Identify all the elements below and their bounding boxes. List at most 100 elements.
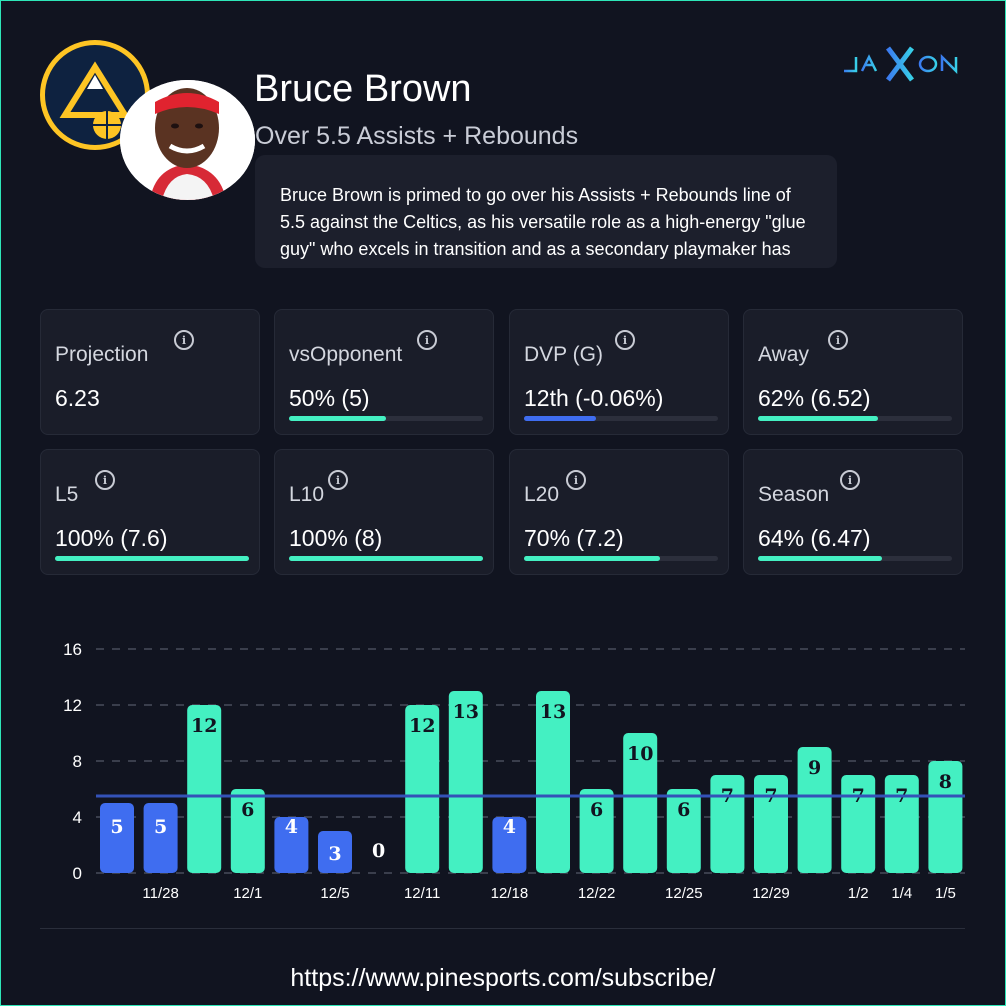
stat-progress-fill	[524, 416, 596, 421]
chart-bar	[187, 705, 222, 873]
analysis-box[interactable]: Bruce Brown is primed to go over his Ass…	[255, 155, 837, 268]
x-tick-label: 12/29	[752, 885, 790, 902]
x-tick-label: 12/5	[320, 885, 349, 902]
x-tick-label: 1/4	[891, 885, 912, 902]
stat-progress-fill	[524, 556, 660, 561]
analysis-text: Bruce Brown is primed to go over his Ass…	[280, 185, 806, 268]
x-tick-label: 11/28	[142, 885, 178, 902]
bar-value-label: 10	[627, 743, 653, 765]
stat-card-away[interactable]: Away i 62% (6.52)	[743, 309, 963, 435]
bar-value-label: 13	[540, 701, 566, 723]
info-icon[interactable]: i	[615, 330, 635, 350]
info-icon[interactable]: i	[840, 470, 860, 490]
bar-value-label: 3	[328, 843, 341, 865]
bar-value-label: 5	[154, 816, 167, 838]
chart-bar	[318, 831, 352, 873]
chart-bar	[579, 789, 614, 873]
stat-card-vsopponent[interactable]: vsOpponent i 50% (5)	[274, 309, 494, 435]
info-icon[interactable]: i	[95, 470, 115, 490]
player-photo	[120, 80, 255, 200]
stat-progress-fill	[289, 416, 386, 421]
x-tick-label: 1/2	[848, 885, 869, 902]
brand-logo	[842, 46, 962, 82]
x-tick-label: 1/5	[935, 885, 956, 902]
info-icon[interactable]: i	[174, 330, 194, 350]
chart-bar	[100, 803, 134, 873]
x-tick-label: 12/11	[404, 885, 440, 902]
stat-value: 12th (-0.06%)	[524, 385, 664, 411]
chart-bar	[666, 789, 701, 873]
bar-value-label: 12	[409, 715, 435, 737]
chart-bar	[448, 691, 483, 873]
stat-value: 62% (6.52)	[758, 385, 871, 411]
stat-progress-bar	[55, 556, 249, 561]
info-icon[interactable]: i	[417, 330, 437, 350]
stat-label: DVP (G)	[524, 343, 603, 366]
stat-value: 100% (8)	[289, 525, 383, 551]
y-tick-label: 4	[73, 808, 82, 827]
stat-label: vsOpponent	[289, 343, 403, 366]
stat-card-season[interactable]: Season i 64% (6.47)	[743, 449, 963, 575]
y-tick-label: 8	[73, 752, 82, 771]
stat-card-l5[interactable]: L5 i 100% (7.6)	[40, 449, 260, 575]
chart-bar	[536, 691, 570, 873]
x-tick-label: 12/1	[233, 885, 262, 902]
stat-card-projection[interactable]: Projection i 6.23	[40, 309, 260, 435]
chart-bar	[274, 817, 309, 873]
bar-value-label: 0	[372, 840, 385, 862]
subscribe-link[interactable]: https://www.pinesports.com/subscribe/	[290, 964, 716, 992]
chart-bar	[623, 733, 658, 873]
stat-value: 70% (7.2)	[524, 525, 624, 551]
stat-label: L20	[524, 483, 560, 506]
stat-card-l10[interactable]: L10 i 100% (8)	[274, 449, 494, 575]
chart-bar	[230, 789, 265, 873]
stat-progress-fill	[289, 556, 483, 561]
stat-progress-fill	[55, 556, 249, 561]
chart-bar	[841, 775, 876, 873]
stat-progress-bar	[758, 416, 952, 421]
chart-bar	[884, 775, 919, 873]
stat-label: L10	[289, 483, 325, 506]
stat-progress-bar	[289, 416, 483, 421]
info-icon[interactable]: i	[828, 330, 848, 350]
assists-rebounds-chart: 0 4 8 12 16 5 5 11/28 12 6 12/1 4 3 12/5 0 12 12/11 13 4 12…	[63, 640, 965, 902]
bar-value-label: 9	[808, 757, 821, 779]
info-icon[interactable]: i	[328, 470, 348, 490]
stat-label: Projection	[55, 343, 149, 366]
footer-divider	[40, 928, 965, 929]
bar-value-label: 6	[590, 799, 603, 821]
stat-value: 100% (7.6)	[55, 525, 168, 551]
bar-value-label: 4	[503, 816, 516, 838]
stat-value: 6.23	[55, 385, 100, 411]
info-icon[interactable]: i	[566, 470, 586, 490]
chart-bar	[928, 761, 963, 873]
stat-progress-bar	[524, 556, 718, 561]
chart-bar	[492, 817, 527, 873]
market-line: Over 5.5 Assists + Rebounds	[255, 122, 579, 150]
bar-value-label: 8	[939, 771, 952, 793]
stat-label: Away	[758, 343, 809, 366]
bar-value-label: 13	[453, 701, 479, 723]
stat-progress-bar	[758, 556, 952, 561]
bar-value-label: 5	[110, 816, 123, 838]
player-avatar-group	[40, 40, 255, 200]
y-tick-label: 16	[63, 640, 82, 659]
x-tick-label: 12/18	[491, 885, 529, 902]
y-tick-label: 0	[73, 864, 82, 883]
stat-card-dvp-g[interactable]: DVP (G) i 12th (-0.06%)	[509, 309, 729, 435]
chart-bar	[405, 705, 440, 873]
stat-progress-fill	[758, 556, 883, 561]
stat-value: 64% (6.47)	[758, 525, 871, 551]
bar-value-label: 12	[191, 715, 217, 737]
bar-value-label: 4	[285, 816, 298, 838]
stat-progress-fill	[758, 416, 879, 421]
bar-value-label: 6	[677, 799, 690, 821]
stat-label: L5	[55, 483, 79, 506]
chart-bar	[797, 747, 832, 873]
stat-card-l20[interactable]: L20 i 70% (7.2)	[509, 449, 729, 575]
chart-bar	[143, 803, 178, 873]
chart-bar	[754, 775, 788, 873]
x-tick-label: 12/22	[578, 885, 616, 902]
stat-progress-bar	[289, 556, 483, 561]
y-tick-label: 12	[63, 696, 82, 715]
